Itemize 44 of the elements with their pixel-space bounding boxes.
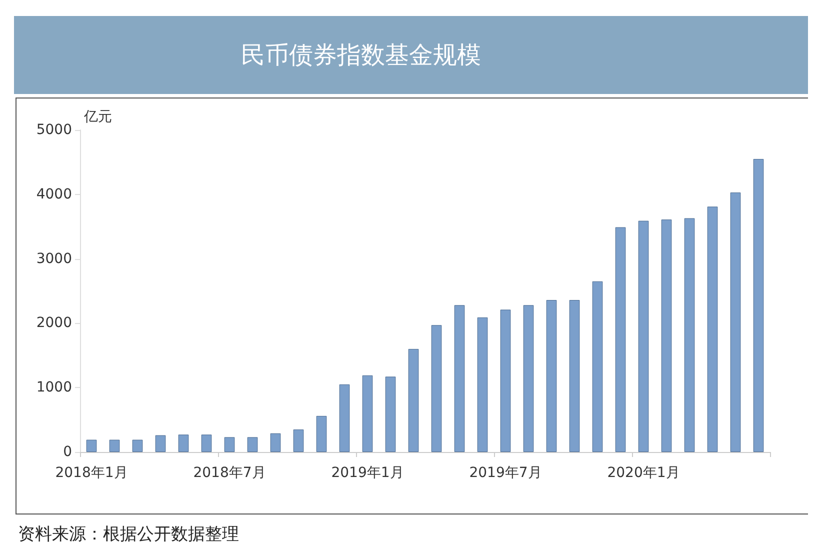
y-axis-title: 亿元 [83, 109, 112, 125]
bar [201, 434, 212, 452]
y-tick-label: 2000 [36, 315, 72, 332]
x-tick-label: 2018年1月 [55, 465, 128, 481]
x-tick-label: 2020年1月 [607, 465, 680, 481]
x-tick-label: 2019年1月 [331, 465, 404, 481]
x-tick-label: 2019年7月 [469, 465, 542, 481]
bar [454, 305, 465, 452]
bar [155, 435, 166, 452]
y-tick-label: 5000 [36, 122, 72, 138]
bar [684, 218, 695, 452]
bar [247, 437, 258, 452]
y-tick-label: 3000 [36, 250, 72, 267]
bar [385, 376, 396, 452]
bar [477, 317, 488, 452]
bar [109, 440, 120, 452]
bar [500, 310, 511, 452]
text: 资料来源：根据公开数据整理 [18, 524, 239, 544]
bar [707, 206, 718, 452]
chart-title: 民币债券指数基金规模 [241, 41, 481, 69]
y-tick-label: 4000 [36, 186, 72, 202]
bar [523, 305, 534, 452]
bar [638, 220, 649, 452]
bar [661, 220, 672, 452]
bar [178, 434, 189, 452]
bar [753, 158, 764, 452]
bar [339, 384, 350, 452]
bar [316, 416, 327, 452]
y-tick-label: 0 [63, 444, 72, 460]
bar [730, 192, 741, 452]
y-tick-label: 1000 [36, 380, 72, 396]
bar [270, 433, 281, 452]
bar [86, 440, 97, 452]
bar [362, 375, 373, 452]
x-tick-label: 2018年7月 [193, 465, 266, 481]
bar [592, 281, 603, 452]
bar [408, 348, 419, 452]
bar [431, 325, 442, 452]
bar [569, 300, 580, 452]
bar [615, 227, 626, 452]
bar [293, 429, 304, 452]
bar [546, 300, 557, 452]
bar [132, 440, 143, 452]
bar [224, 437, 235, 452]
